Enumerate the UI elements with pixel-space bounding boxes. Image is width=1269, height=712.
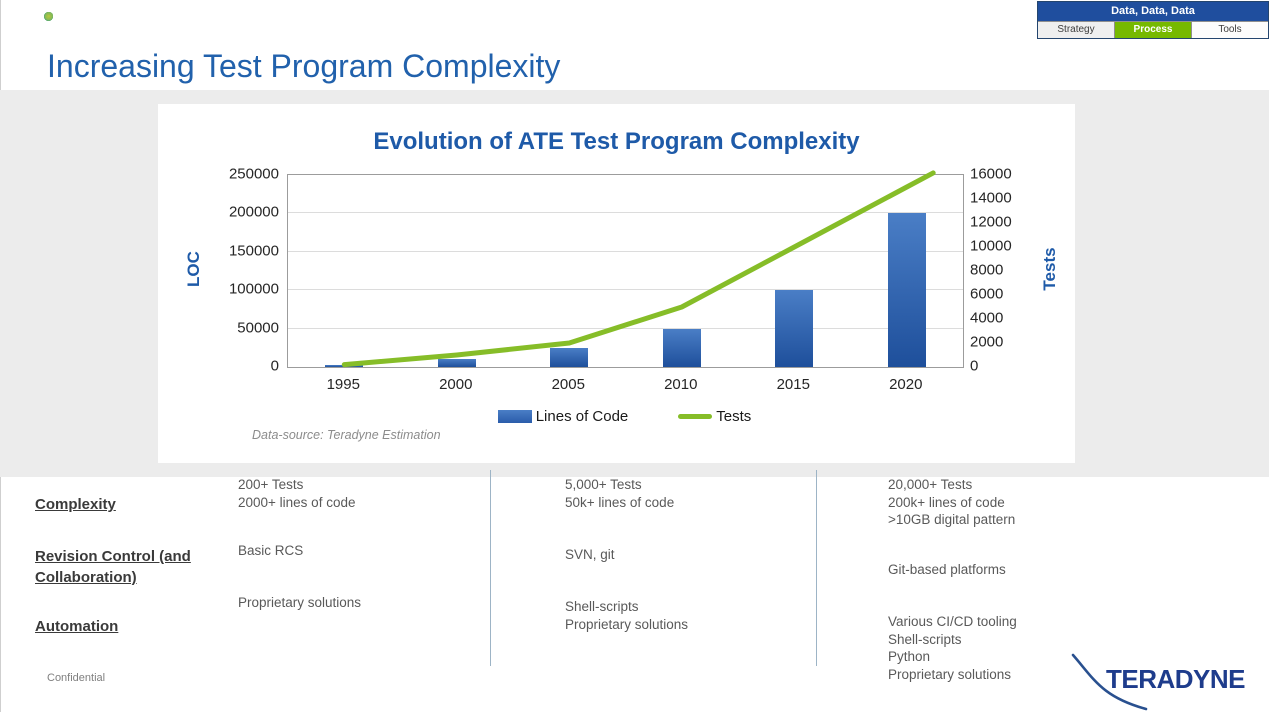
x-axis-label: 1995 (326, 376, 360, 393)
right-axis-title: Tests (1040, 247, 1059, 291)
axis-tick-label: 12000 (970, 213, 1012, 231)
line-swatch-icon (678, 414, 713, 419)
cell-revision-era3: Git-based platforms (888, 561, 1006, 579)
axis-tick-label: 14000 (970, 189, 1012, 207)
cell-line: Proprietary solutions (565, 616, 689, 632)
legend-item-tests: Tests (678, 408, 751, 425)
cell-revision-era1: Basic RCS (238, 542, 303, 560)
gridline (288, 289, 963, 291)
x-axis-label: 2010 (664, 376, 698, 393)
legend-label: Lines of Code (535, 408, 629, 425)
x-axis-label: 2005 (551, 376, 585, 393)
x-axis-label: 2015 (776, 376, 810, 393)
left-axis-ticks: 250000 200000 150000 100000 50000 0 (158, 166, 279, 375)
axis-tick-label: 4000 (970, 309, 1004, 327)
cell-line: SVN, git (565, 547, 615, 562)
bar-2000 (437, 359, 476, 367)
right-axis-ticks: 16000 14000 12000 10000 8000 6000 4000 2000 0 (970, 166, 1050, 375)
chart-title: Evolution of ATE Test Program Complexity (373, 128, 860, 155)
teradyne-swoosh-icon (1071, 653, 1148, 711)
bar-2005 (550, 347, 589, 367)
axis-tick-label: 50000 (237, 319, 279, 337)
x-axis-label: 2000 (439, 376, 473, 393)
row-label-automation: Automation (35, 618, 119, 635)
cell-line: Proprietary solutions (238, 595, 362, 610)
gridline (288, 327, 963, 329)
tab-tools[interactable]: Tools (1192, 22, 1268, 38)
chart-legend: Lines of Code Tests (287, 408, 962, 425)
column-divider (816, 470, 817, 666)
axis-tick-label: 0 (970, 357, 979, 375)
gridline (288, 212, 963, 214)
axis-tick-label: 8000 (970, 261, 1004, 279)
cell-line: 20,000+ Tests (888, 477, 973, 492)
x-axis-labels: 1995 2000 2005 2010 2015 2020 (287, 376, 962, 393)
cell-line: Shell-scripts (888, 631, 962, 647)
axis-tick-label: 2000 (970, 333, 1004, 351)
axis-tick-label: 150000 (228, 242, 279, 260)
cell-line: 2000+ lines of code (238, 494, 356, 510)
cell-line: 200k+ lines of code (888, 494, 1005, 510)
nav-widget: Data, Data, Data Strategy Process Tools (1037, 1, 1269, 39)
cell-automation-era3: Various CI/CD tooling Shell-scripts Python… (888, 613, 1017, 683)
cell-line: 50k+ lines of code (565, 494, 675, 510)
legend-item-lines-of-code: Lines of Code (497, 408, 629, 425)
gridline (288, 250, 963, 252)
cell-automation-era1: Proprietary solutions (238, 594, 361, 612)
row-label-complexity: Complexity (35, 496, 116, 513)
bar-swatch-icon (497, 410, 532, 423)
axis-tick-label: 10000 (970, 237, 1012, 255)
bar-2020 (887, 213, 926, 367)
cell-line: 5,000+ Tests (565, 477, 642, 492)
confidential-note: Confidential (47, 672, 106, 684)
axis-tick-label: 100000 (228, 280, 279, 298)
tab-process[interactable]: Process (1115, 22, 1192, 38)
dot-icon (40, 15, 57, 17)
cell-line: Shell-scripts (565, 599, 639, 614)
cell-complexity-era2: 5,000+ Tests 50k+ lines of code (565, 476, 674, 511)
tab-strategy[interactable]: Strategy (1038, 22, 1115, 38)
row-label-revision-control: Revision Control (and Collaboration) (35, 548, 191, 586)
cell-line: Proprietary solutions (888, 666, 1012, 682)
left-axis-title: LOC (184, 251, 203, 287)
nav-tabs: Strategy Process Tools (1038, 21, 1268, 38)
page-title: Increasing Test Program Complexity (47, 48, 561, 84)
cell-line: Basic RCS (238, 543, 304, 558)
cell-line: Python (888, 649, 931, 664)
nav-widget-header: Data, Data, Data (1038, 2, 1268, 21)
axis-tick-label: 16000 (970, 165, 1012, 183)
axis-tick-label: 0 (270, 357, 279, 375)
axis-tick-label: 250000 (228, 165, 279, 183)
cell-line: Git-based platforms (888, 562, 1006, 577)
data-source-note: Data-source: Teradyne Estimation (252, 428, 441, 442)
column-divider (490, 470, 491, 666)
cell-complexity-era1: 200+ Tests 2000+ lines of code (238, 476, 355, 511)
axis-tick-label: 6000 (970, 285, 1004, 303)
cell-line: Various CI/CD tooling (888, 614, 1017, 629)
x-axis-label: 2020 (889, 376, 923, 393)
cell-revision-era2: SVN, git (565, 546, 615, 564)
cell-line: >10GB digital pattern (888, 512, 1016, 527)
plot-area (287, 170, 964, 368)
cell-complexity-era3: 20,000+ Tests 200k+ lines of code >10GB di… (888, 476, 1015, 529)
bar-2010 (662, 328, 701, 367)
teradyne-logo: TERADYNE (1106, 664, 1246, 694)
chart-card: Evolution of ATE Test Program Complexity… (158, 104, 1075, 463)
cell-line: 200+ Tests (238, 477, 304, 492)
cell-automation-era2: Shell-scripts Proprietary solutions (565, 598, 688, 633)
tests-line-series (341, 170, 936, 368)
axis-tick-label: 200000 (228, 203, 279, 221)
bar-2015 (775, 290, 814, 367)
legend-label: Tests (716, 408, 752, 425)
